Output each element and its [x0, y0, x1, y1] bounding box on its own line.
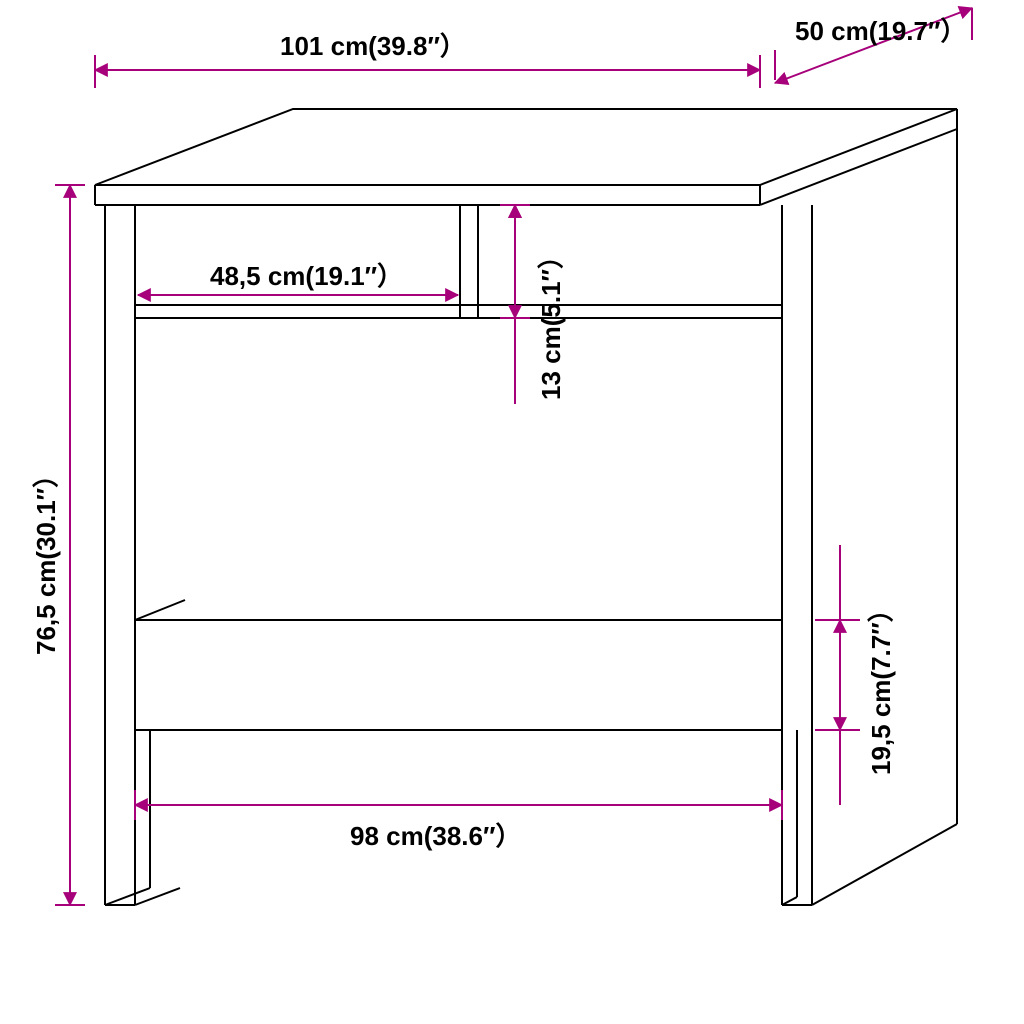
label-inner-width: 98 cm(38.6″） — [350, 821, 521, 851]
label-drawer-height: 13 cm(5.1″） — [536, 243, 566, 400]
dimension-labels: 101 cm(39.8″） 50 cm(19.7″） 48,5 cm(19.1″… — [31, 16, 966, 851]
desk-outline — [95, 109, 957, 905]
label-drawer-width: 48,5 cm(19.1″） — [210, 261, 403, 291]
label-panel-height: 19,5 cm(7.7″） — [866, 596, 896, 775]
label-depth-top: 50 cm(19.7″） — [795, 16, 966, 46]
dimension-lines — [55, 8, 972, 905]
desk-dimension-diagram: 101 cm(39.8″） 50 cm(19.7″） 48,5 cm(19.1″… — [0, 0, 1024, 1024]
label-width-top: 101 cm(39.8″） — [280, 31, 466, 61]
label-height: 76,5 cm(30.1″） — [31, 462, 61, 655]
